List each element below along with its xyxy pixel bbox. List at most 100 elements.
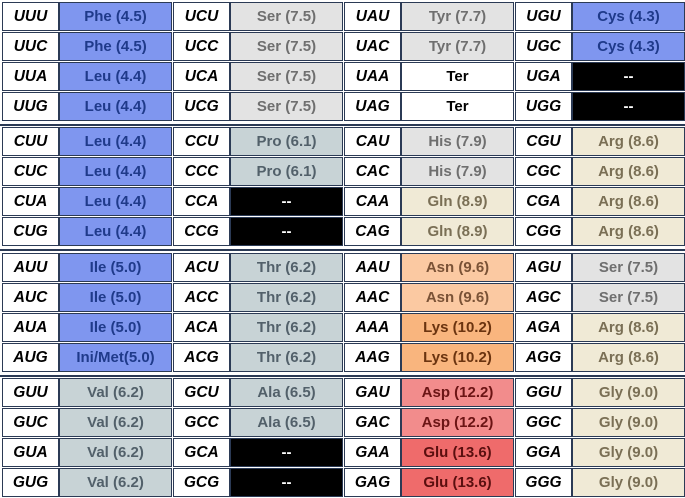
- codon-row: AUU Ile (5.0) ACU Thr (6.2) AAU Asn (9.6) AGU S…: [0, 253, 685, 282]
- amino-acid-cell: Leu (4.4): [59, 62, 172, 91]
- amino-acid-cell: Leu (4.4): [59, 157, 172, 186]
- amino-acid-cell: --: [230, 468, 343, 497]
- codon-cell: AAA: [344, 313, 401, 342]
- amino-acid-cell: Ini/Met(5.0): [59, 343, 172, 372]
- codon-cell: GGA: [515, 438, 572, 467]
- codon-cell: GGG: [515, 468, 572, 497]
- codon-cell: CAC: [344, 157, 401, 186]
- block-separator: [0, 249, 685, 251]
- amino-acid-cell: --: [230, 217, 343, 246]
- codon-row: AUG Ini/Met(5.0) ACG Thr (6.2) AAG Lys (10.2)…: [0, 343, 685, 372]
- amino-acid-cell: Ter: [401, 92, 514, 121]
- amino-acid-cell: Asn (9.6): [401, 253, 514, 282]
- codon-cell: UCA: [173, 62, 230, 91]
- codon-cell: AUC: [2, 283, 59, 312]
- amino-acid-cell: Tyr (7.7): [401, 32, 514, 61]
- codon-cell: CGG: [515, 217, 572, 246]
- amino-acid-cell: Ile (5.0): [59, 283, 172, 312]
- amino-acid-cell: Ala (6.5): [230, 408, 343, 437]
- codon-cell: GCG: [173, 468, 230, 497]
- codon-row: GUU Val (6.2) GCU Ala (6.5) GAU Asp (12.2) GGU…: [0, 378, 685, 407]
- codon-cell: GAA: [344, 438, 401, 467]
- codon-block-3: AUU Ile (5.0) ACU Thr (6.2) AAU Asn (9.6) AGU S…: [0, 253, 685, 373]
- amino-acid-cell: Gly (9.0): [572, 468, 685, 497]
- amino-acid-cell: Ser (7.5): [572, 283, 685, 312]
- codon-block-4: GUU Val (6.2) GCU Ala (6.5) GAU Asp (12.2) GGU…: [0, 378, 685, 498]
- codon-row: GUC Val (6.2) GCC Ala (6.5) GAC Asp (12.2) GGC…: [0, 408, 685, 437]
- codon-row: CUA Leu (4.4) CCA -- CAA Gln (8.9) CGA Arg (8.6…: [0, 187, 685, 216]
- amino-acid-cell: Cys (4.3): [572, 32, 685, 61]
- codon-cell: CCA: [173, 187, 230, 216]
- amino-acid-cell: Cys (4.3): [572, 2, 685, 31]
- codon-cell: GAG: [344, 468, 401, 497]
- amino-acid-cell: Thr (6.2): [230, 313, 343, 342]
- codon-cell: AGA: [515, 313, 572, 342]
- codon-cell: ACU: [173, 253, 230, 282]
- amino-acid-cell: Val (6.2): [59, 438, 172, 467]
- block-separator: [0, 124, 685, 126]
- amino-acid-cell: Gly (9.0): [572, 378, 685, 407]
- codon-cell: UGG: [515, 92, 572, 121]
- codon-cell: UCU: [173, 2, 230, 31]
- codon-row: UUC Phe (4.5) UCC Ser (7.5) UAC Tyr (7.7) UGC C…: [0, 32, 685, 61]
- codon-cell: GUG: [2, 468, 59, 497]
- amino-acid-cell: Pro (6.1): [230, 127, 343, 156]
- codon-cell: GCC: [173, 408, 230, 437]
- amino-acid-cell: Val (6.2): [59, 408, 172, 437]
- codon-cell: CAA: [344, 187, 401, 216]
- amino-acid-cell: Gln (8.9): [401, 187, 514, 216]
- amino-acid-cell: Thr (6.2): [230, 283, 343, 312]
- codon-cell: AAC: [344, 283, 401, 312]
- amino-acid-cell: Ser (7.5): [230, 62, 343, 91]
- codon-row: AUC Ile (5.0) ACC Thr (6.2) AAC Asn (9.6) AGC S…: [0, 283, 685, 312]
- codon-cell: ACA: [173, 313, 230, 342]
- amino-acid-cell: His (7.9): [401, 127, 514, 156]
- codon-row: GUA Val (6.2) GCA -- GAA Glu (13.6) GGA Gly (9.…: [0, 438, 685, 467]
- amino-acid-cell: Ile (5.0): [59, 253, 172, 282]
- codon-row: CUG Leu (4.4) CCG -- CAG Gln (8.9) CGG Arg (8.6…: [0, 217, 685, 246]
- amino-acid-cell: Asn (9.6): [401, 283, 514, 312]
- amino-acid-cell: --: [572, 92, 685, 121]
- codon-cell: CCG: [173, 217, 230, 246]
- amino-acid-cell: Ter: [401, 62, 514, 91]
- codon-cell: CAU: [344, 127, 401, 156]
- amino-acid-cell: Ser (7.5): [572, 253, 685, 282]
- codon-cell: CCC: [173, 157, 230, 186]
- codon-cell: GUU: [2, 378, 59, 407]
- amino-acid-cell: Arg (8.6): [572, 343, 685, 372]
- codon-cell: UGC: [515, 32, 572, 61]
- amino-acid-cell: Thr (6.2): [230, 253, 343, 282]
- amino-acid-cell: Val (6.2): [59, 468, 172, 497]
- codon-cell: UCC: [173, 32, 230, 61]
- codon-cell: ACG: [173, 343, 230, 372]
- codon-cell: CGA: [515, 187, 572, 216]
- amino-acid-cell: Gly (9.0): [572, 408, 685, 437]
- amino-acid-cell: Arg (8.6): [572, 187, 685, 216]
- amino-acid-cell: Leu (4.4): [59, 217, 172, 246]
- codon-row: UUG Leu (4.4) UCG Ser (7.5) UAG Ter UGG --: [0, 92, 685, 121]
- amino-acid-cell: Ser (7.5): [230, 2, 343, 31]
- codon-cell: UGA: [515, 62, 572, 91]
- codon-row: GUG Val (6.2) GCG -- GAG Glu (13.6) GGG Gly (9.…: [0, 468, 685, 497]
- codon-cell: UCG: [173, 92, 230, 121]
- codon-cell: CAG: [344, 217, 401, 246]
- codon-cell: UAG: [344, 92, 401, 121]
- codon-cell: AAG: [344, 343, 401, 372]
- codon-cell: AGC: [515, 283, 572, 312]
- codon-cell: GAU: [344, 378, 401, 407]
- amino-acid-cell: Thr (6.2): [230, 343, 343, 372]
- amino-acid-cell: Arg (8.6): [572, 157, 685, 186]
- codon-cell: CCU: [173, 127, 230, 156]
- codon-cell: AUA: [2, 313, 59, 342]
- codon-cell: CUG: [2, 217, 59, 246]
- codon-row: CUU Leu (4.4) CCU Pro (6.1) CAU His (7.9) CGU A…: [0, 127, 685, 156]
- amino-acid-cell: Glu (13.6): [401, 468, 514, 497]
- codon-cell: UUC: [2, 32, 59, 61]
- codon-cell: UAC: [344, 32, 401, 61]
- amino-acid-cell: Leu (4.4): [59, 187, 172, 216]
- amino-acid-cell: Arg (8.6): [572, 217, 685, 246]
- amino-acid-cell: Lys (10.2): [401, 343, 514, 372]
- codon-cell: UUG: [2, 92, 59, 121]
- codon-cell: AAU: [344, 253, 401, 282]
